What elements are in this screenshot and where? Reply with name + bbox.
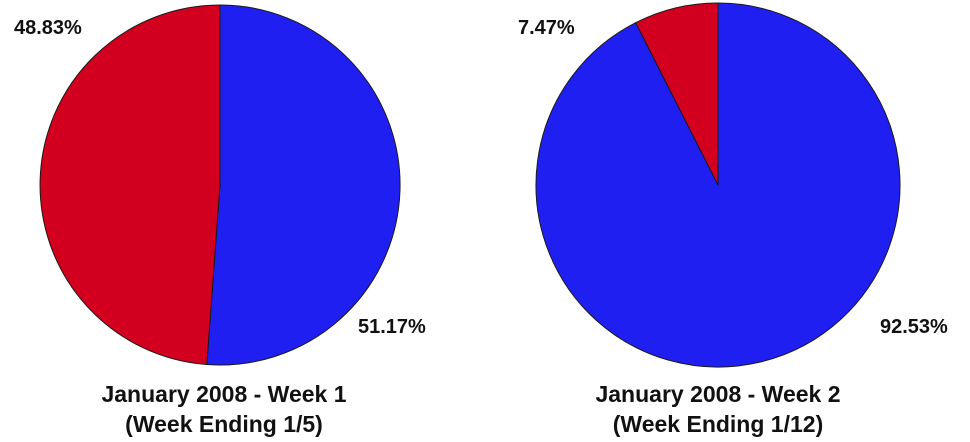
chart-subtitle-week-2: (Week Ending 1/12) — [613, 411, 823, 437]
pie-0-slices — [39, 4, 401, 366]
slice-label-week-2-blue: 92.53% — [880, 316, 948, 338]
pie-chart-week-1: 48.83% 51.17% January 2008 - Week 1 (Wee… — [14, 4, 426, 437]
pie-1-slice-1 — [635, 2, 719, 186]
slice-label-week-1-red: 48.83% — [14, 17, 82, 39]
slice-label-week-2-red: 7.47% — [518, 17, 575, 39]
chart-title-week-1: January 2008 - Week 1 — [101, 381, 346, 407]
chart-title-week-2: January 2008 - Week 2 — [595, 381, 840, 407]
slice-label-week-1-blue: 51.17% — [358, 316, 426, 338]
pie-1-slices — [535, 2, 901, 368]
pie-chart-week-2: 7.47% 92.53% January 2008 - Week 2 (Week… — [518, 2, 948, 437]
pie-0-slice-1 — [39, 4, 221, 366]
chart-subtitle-week-1: (Week Ending 1/5) — [125, 411, 323, 437]
pie-0-slice-0 — [206, 4, 401, 366]
